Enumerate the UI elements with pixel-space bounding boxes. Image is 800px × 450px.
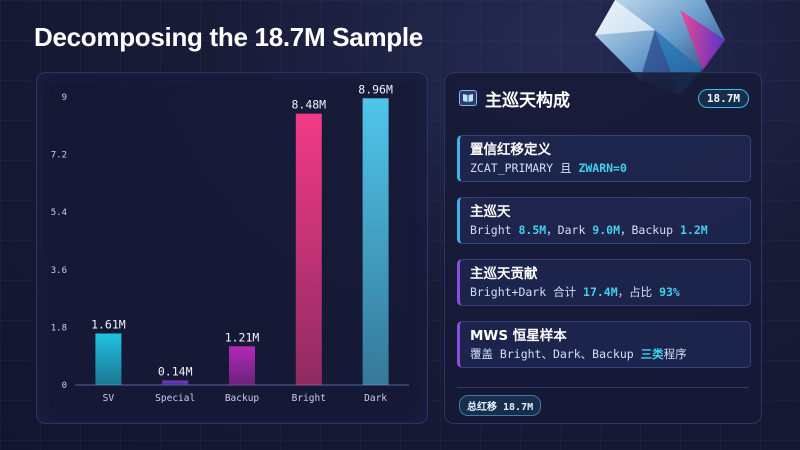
- bar-value-label: 8.48M: [291, 98, 326, 112]
- x-tick-label: Dark: [364, 393, 387, 404]
- desc-text: 程序: [663, 347, 687, 361]
- desc-text: Bright+Dark 合计: [470, 285, 584, 299]
- desc-text: ，占比: [617, 285, 660, 299]
- y-tick-label: 3.6: [51, 266, 67, 276]
- x-tick-label: Bright: [292, 393, 326, 404]
- bar: [362, 98, 389, 385]
- book-icon: [459, 90, 477, 106]
- info-cards: 置信红移定义 ZCAT_PRIMARY 且 ZWARN=0 主巡天 Bright 8.…: [457, 135, 751, 383]
- info-card-title: 置信红移定义: [470, 142, 551, 158]
- desc-text: ，Backup: [620, 223, 680, 237]
- highlight-value: 17.4M: [583, 285, 618, 299]
- desc-text: 覆盖 Bright、Dark、Backup: [470, 347, 641, 361]
- y-tick-label: 0: [62, 381, 67, 391]
- bar-value-label: 0.14M: [158, 365, 193, 379]
- bar: [95, 333, 122, 385]
- info-card: MWS 恒星样本 覆盖 Bright、Dark、Backup 三类程序: [457, 321, 751, 368]
- info-card-title: 主巡天: [470, 204, 511, 220]
- highlight-value: 1.2M: [679, 223, 708, 237]
- divider: [457, 387, 749, 388]
- info-card-desc: 覆盖 Bright、Dark、Backup 三类程序: [470, 345, 740, 363]
- x-tick-label: Backup: [225, 393, 260, 404]
- desc-text: Bright: [470, 223, 519, 237]
- y-tick-label: 9: [62, 93, 67, 103]
- info-card: 主巡天 Bright 8.5M，Dark 9.0M，Backup 1.2M: [457, 197, 751, 244]
- y-tick-label: 5.4: [51, 208, 67, 218]
- page-title: Decomposing the 18.7M Sample: [34, 22, 423, 52]
- desc-text: ZCAT_PRIMARY 且: [470, 161, 579, 175]
- highlight-value: 8.5M: [518, 223, 547, 237]
- bar-value-label: 1.61M: [91, 317, 126, 331]
- info-card-title: MWS 恒星样本: [470, 328, 567, 344]
- highlight-value: 93%: [659, 285, 680, 299]
- info-panel: 主巡天构成 18.7M 置信红移定义 ZCAT_PRIMARY 且 ZWARN=0…: [444, 72, 762, 424]
- info-card-title: 主巡天贡献: [470, 266, 538, 282]
- bar: [295, 113, 322, 385]
- bar: [229, 346, 255, 385]
- x-tick-label: SV: [103, 393, 115, 404]
- info-card-desc: Bright+Dark 合计 17.4M，占比 93%: [470, 283, 740, 301]
- info-header: 主巡天构成 18.7M: [459, 85, 749, 111]
- bar-chart: 0 1.8 3.6 5.4 7.2 9 1.61M SV 0.14M Special 1.21M Ba…: [51, 82, 409, 404]
- info-title: 主巡天构成: [485, 90, 570, 111]
- total-badge: 18.7M: [697, 88, 749, 108]
- desc-text: ，Dark: [546, 223, 593, 237]
- bar: [162, 380, 189, 385]
- highlight-value: ZWARN=0: [578, 161, 627, 175]
- info-card: 置信红移定义 ZCAT_PRIMARY 且 ZWARN=0: [457, 135, 751, 182]
- chart-panel: 0 1.8 3.6 5.4 7.2 9 1.61M SV 0.14M Special 1.21M Ba…: [36, 72, 428, 424]
- highlight-value: 9.0M: [592, 223, 620, 237]
- info-card: 主巡天贡献 Bright+Dark 合计 17.4M，占比 93%: [457, 259, 751, 306]
- info-card-desc: Bright 8.5M，Dark 9.0M，Backup 1.2M: [470, 221, 740, 239]
- highlight-value: 三类: [640, 347, 664, 361]
- y-tick-label: 7.2: [51, 151, 67, 161]
- y-tick-label: 1.8: [51, 323, 67, 333]
- bar-value-label: 1.21M: [225, 330, 260, 344]
- footer-badge: 总红移 18.7M: [459, 395, 542, 416]
- info-card-desc: ZCAT_PRIMARY 且 ZWARN=0: [470, 159, 740, 177]
- x-tick-label: Special: [155, 393, 195, 404]
- bar-value-label: 8.96M: [358, 82, 393, 96]
